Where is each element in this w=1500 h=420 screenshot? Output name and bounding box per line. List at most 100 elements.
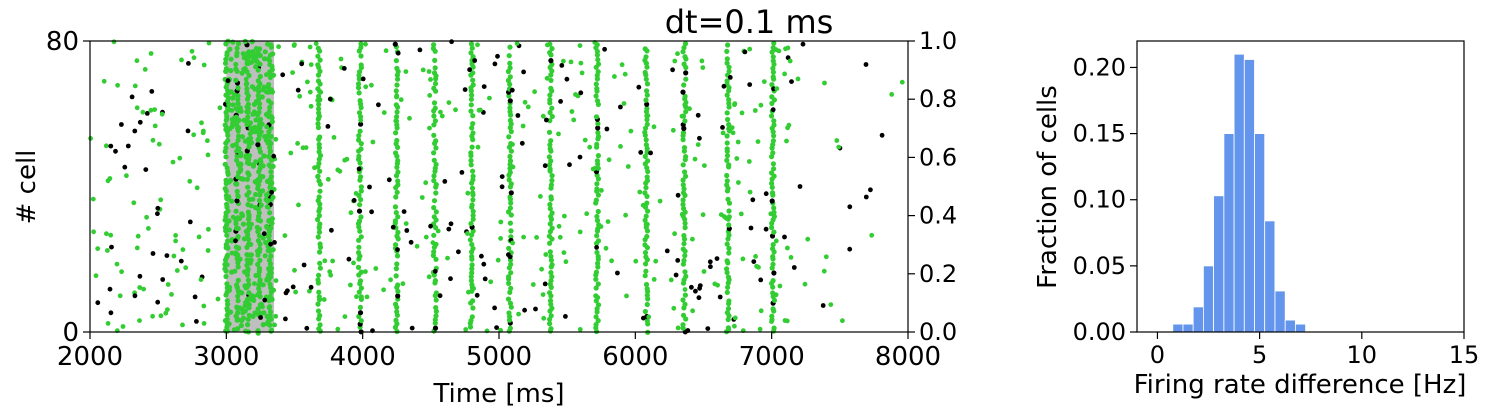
raster-right-y-ticks: 0.0 0.2 0.4 0.6 0.8 1.0 [908, 27, 957, 346]
spike-dot [644, 286, 650, 292]
spike-dot [235, 293, 241, 299]
spike-dot [235, 137, 241, 143]
spike-dot [618, 104, 623, 110]
spike-dot [771, 133, 777, 139]
spike-dot [428, 223, 433, 229]
spike-dot [645, 113, 651, 119]
spike-dot [690, 236, 695, 242]
spike-dot [255, 67, 261, 73]
spike-dot [247, 225, 253, 231]
spike-dot [276, 44, 281, 50]
spike-dot [546, 154, 553, 160]
spike-dot [724, 146, 730, 152]
spike-dot [544, 75, 550, 81]
spike-dot [672, 231, 677, 237]
spike-dot [158, 313, 164, 319]
spike-dot [546, 233, 553, 239]
spike-dot [223, 127, 229, 132]
spike-dot [235, 125, 241, 131]
spike-dot [623, 212, 628, 218]
histogram-x-label: Firing rate difference [Hz] [1134, 370, 1467, 400]
spike-dot [353, 191, 359, 196]
spike-dot [595, 238, 602, 244]
spike-dot [363, 269, 368, 274]
spike-dot [785, 245, 790, 251]
spike-dot [257, 116, 264, 122]
spike-dot [235, 234, 241, 240]
spike-dot [228, 89, 234, 95]
spike-dot [150, 137, 156, 143]
spike-dot [262, 253, 268, 259]
spike-dot [770, 161, 777, 167]
spike-dot [156, 141, 162, 147]
spike-dot [675, 51, 680, 57]
spike-dot [316, 272, 322, 278]
spike-dot [243, 76, 249, 82]
spike-dot [268, 174, 274, 180]
spike-dot [470, 208, 476, 214]
spike-dot [469, 282, 475, 288]
spike-dot [644, 101, 650, 107]
spike-dot [770, 246, 776, 252]
spike-dot [420, 67, 426, 73]
spike-dot [598, 224, 604, 230]
spike-dot [409, 325, 415, 331]
spike-dot [726, 100, 732, 106]
spike-dot [643, 76, 649, 82]
spike-dot [244, 86, 250, 92]
spike-dot [201, 321, 207, 326]
spike-dot [495, 257, 501, 263]
spike-dot [587, 144, 593, 150]
spike-dot [603, 245, 609, 251]
spike-dot [732, 101, 738, 106]
spike-dot [260, 282, 266, 288]
spike-dot [240, 310, 246, 316]
spike-dot [231, 115, 237, 121]
spike-dot [549, 225, 555, 231]
spike-dot [235, 193, 241, 200]
spike-dot [784, 138, 789, 144]
spike-dot [318, 89, 324, 95]
spike-dot [395, 247, 400, 253]
spike-dot [367, 184, 372, 190]
spike-dot [317, 241, 323, 247]
spike-dot [393, 88, 399, 94]
y-tick-label: 80 [46, 27, 79, 57]
spike-dot [351, 260, 356, 266]
spike-dot [594, 233, 600, 239]
spike-dot [679, 211, 685, 217]
spike-dot [577, 229, 583, 235]
right-y-tick-label: 0.6 [919, 143, 957, 171]
spike-dot [244, 252, 250, 258]
spike-dot [431, 122, 437, 128]
spike-dot [234, 317, 240, 323]
spike-dot [723, 215, 729, 221]
spike-dot [532, 89, 537, 95]
raster-panel: 2000 3000 4000 5000 6000 7000 8000 080 0.00.20… [12, 3, 957, 409]
spike-dot [256, 136, 262, 142]
x-tick-label: 7000 [739, 342, 805, 372]
spike-dot [670, 127, 676, 133]
spike-dot [470, 305, 476, 311]
spike-dot [315, 277, 321, 283]
spike-dot [549, 105, 555, 111]
spike-dot [664, 248, 670, 254]
spike-dot [756, 264, 761, 270]
spike-dot [787, 58, 793, 64]
spike-dot [431, 157, 437, 163]
spike-dot [357, 128, 363, 134]
spike-dot [248, 241, 254, 247]
spike-dot [316, 149, 322, 155]
spike-dot [433, 297, 439, 303]
spike-dot [251, 101, 257, 107]
spike-dot [227, 126, 233, 132]
spike-dot [593, 114, 600, 120]
spike-dot [408, 239, 414, 245]
spike-dot [265, 198, 271, 204]
spike-dot [680, 322, 686, 328]
spike-dot [507, 205, 513, 211]
spike-dot [395, 282, 401, 288]
spike-dot [358, 318, 364, 324]
spike-dot [717, 294, 723, 300]
spike-dot [394, 309, 400, 315]
